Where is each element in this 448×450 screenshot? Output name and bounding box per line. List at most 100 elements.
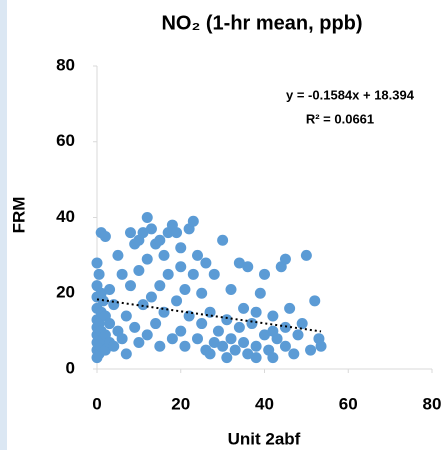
point [292, 329, 304, 341]
point [133, 336, 145, 348]
y-axis-label: FRM [9, 197, 28, 234]
point [162, 268, 174, 280]
x-tick-label: 20 [171, 394, 190, 413]
point [225, 333, 237, 345]
point [141, 212, 153, 223]
point [208, 268, 220, 280]
point [175, 325, 187, 337]
point [284, 302, 296, 314]
point [125, 280, 136, 292]
point [259, 329, 270, 341]
point [187, 215, 199, 227]
point [137, 227, 149, 239]
point [91, 257, 103, 269]
point [158, 306, 170, 318]
frame-edge [0, 0, 7, 450]
point [279, 340, 291, 352]
point [171, 227, 183, 239]
point [233, 257, 245, 269]
point [288, 348, 300, 360]
point [229, 344, 241, 356]
point [171, 295, 183, 307]
point [300, 249, 312, 261]
point [154, 280, 166, 292]
point [238, 302, 250, 314]
point [225, 283, 237, 295]
point [120, 348, 132, 360]
point [204, 348, 216, 360]
point [221, 314, 233, 326]
point [192, 249, 203, 261]
point [175, 242, 187, 254]
point [192, 333, 203, 345]
point [125, 227, 136, 239]
point [296, 318, 308, 330]
point [112, 249, 124, 261]
point [250, 340, 262, 352]
point [104, 283, 116, 295]
point [158, 249, 170, 261]
point [116, 268, 128, 280]
point [137, 299, 149, 311]
point [179, 283, 191, 295]
point [196, 287, 208, 299]
point [250, 352, 262, 364]
point [166, 333, 178, 345]
point [242, 261, 254, 273]
point [104, 318, 116, 330]
point [175, 261, 187, 273]
point [150, 318, 162, 330]
x-tick-label: 40 [255, 394, 274, 413]
y-tick-label: 60 [56, 131, 75, 150]
point [154, 340, 166, 352]
point [259, 268, 270, 280]
point [196, 318, 208, 330]
point [187, 268, 199, 280]
point [133, 265, 145, 277]
x-tick-label: 80 [423, 394, 442, 413]
point [305, 344, 317, 356]
point [217, 234, 229, 246]
point [242, 348, 254, 360]
point [141, 329, 153, 341]
point [279, 253, 291, 265]
point [208, 336, 220, 348]
point [204, 306, 216, 318]
x-tick-label: 0 [92, 394, 101, 413]
y-tick-label: 40 [56, 207, 75, 226]
point [179, 340, 191, 352]
trend-equation: y = -0.1584x + 18.394 [286, 87, 415, 102]
point [212, 325, 224, 337]
point [267, 325, 279, 337]
point [154, 234, 166, 246]
point [221, 352, 233, 364]
point [108, 299, 120, 311]
point [200, 257, 212, 269]
y-tick-label: 80 [56, 55, 75, 74]
point [267, 310, 279, 322]
y-tick-label: 20 [56, 283, 75, 302]
point [108, 340, 120, 352]
point [250, 306, 262, 318]
trend-r2: R² = 0.0661 [306, 111, 374, 126]
x-tick-label: 60 [339, 394, 358, 413]
point [141, 253, 153, 265]
x-axis-label: Unit 2abf [228, 429, 301, 448]
chart-title: NO₂ (1-hr mean, ppb) [161, 12, 362, 34]
point [309, 295, 321, 307]
point [93, 268, 105, 280]
point [145, 291, 157, 303]
point [145, 223, 157, 235]
point [238, 336, 250, 348]
point [267, 352, 279, 364]
point [99, 230, 111, 242]
y-tick-label: 0 [66, 358, 75, 377]
point [233, 321, 245, 333]
point [246, 318, 258, 330]
point [217, 340, 229, 352]
point [116, 333, 128, 345]
point [129, 321, 141, 333]
point [120, 310, 132, 322]
point [315, 340, 327, 352]
